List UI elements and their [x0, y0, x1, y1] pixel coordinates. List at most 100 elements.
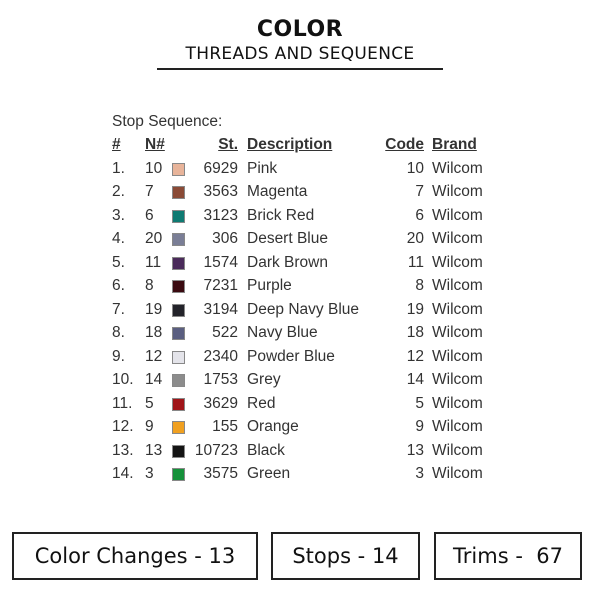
thread-code: 9 — [415, 418, 424, 435]
stitch-count: 1753 — [203, 371, 238, 388]
row-num: 14. — [112, 465, 134, 482]
row-num: 13. — [112, 441, 134, 459]
stitch-count: 2340 — [203, 347, 238, 365]
header-num: # — [112, 136, 121, 153]
color-swatch — [172, 256, 185, 270]
thread-code: 5 — [415, 394, 424, 412]
thread-description: Green — [247, 465, 291, 482]
color-swatch — [172, 327, 185, 340]
thread-brand: Wilcom — [432, 441, 483, 459]
row-num: 6. — [112, 277, 125, 294]
stop-sequence-table: Stop Sequence: # N# St. Description Code… — [112, 113, 492, 489]
table-row: 5. 11 1574 Dark Brown 11 Wilcom — [112, 254, 492, 278]
row-num: 7. — [112, 300, 125, 318]
trims-box: Trims - 67 — [434, 532, 582, 580]
stitch-count: 306 — [212, 230, 238, 247]
thread-code: 20 — [406, 230, 424, 247]
thread-brand: Wilcom — [432, 418, 483, 435]
table-row: 13. 13 10723 Black 13 Wilcom — [112, 442, 492, 466]
stitch-count: 1574 — [203, 253, 238, 271]
header-n: N# — [145, 136, 165, 153]
thread-description: Purple — [247, 277, 292, 294]
color-swatch — [172, 233, 185, 246]
needle-number: 11 — [145, 253, 162, 271]
color-swatch — [172, 280, 185, 293]
thread-brand: Wilcom — [432, 347, 483, 365]
thread-brand: Wilcom — [432, 394, 483, 412]
stitch-count: 3629 — [203, 394, 238, 412]
color-swatch — [172, 468, 185, 481]
stitch-count: 6929 — [203, 159, 238, 177]
row-num: 3. — [112, 206, 125, 224]
needle-number: 19 — [145, 300, 163, 318]
thread-description: Dark Brown — [247, 253, 328, 271]
row-num: 9. — [112, 347, 125, 365]
thread-description: Grey — [247, 371, 281, 388]
thread-brand: Wilcom — [432, 324, 483, 341]
row-num: 12. — [112, 418, 134, 435]
table-row: 6. 8 7231 Purple 8 Wilcom — [112, 277, 492, 301]
row-num: 4. — [112, 230, 125, 247]
header-brand: Brand — [432, 136, 477, 153]
row-num: 2. — [112, 183, 125, 200]
needle-number: 7 — [145, 183, 154, 200]
needle-number: 10 — [145, 159, 163, 177]
thread-code: 11 — [407, 253, 424, 271]
table-row: 1. 10 6929 Pink 10 Wilcom — [112, 160, 492, 184]
needle-number: 6 — [145, 206, 154, 224]
stitch-count: 10723 — [194, 441, 238, 459]
stitch-count: 3123 — [203, 206, 238, 224]
needle-number: 12 — [145, 347, 163, 365]
table-row: 4. 20 306 Desert Blue 20 Wilcom — [112, 230, 492, 254]
table-row: 3. 6 3123 Brick Red 6 Wilcom — [112, 207, 492, 231]
needle-number: 13 — [145, 441, 163, 459]
table-row: 2. 7 3563 Magenta 7 Wilcom — [112, 183, 492, 207]
thread-description: Navy Blue — [247, 324, 318, 341]
row-num: 10. — [112, 371, 134, 388]
row-num: 5. — [112, 253, 125, 271]
table-row: 7. 19 3194 Deep Navy Blue 19 Wilcom — [112, 301, 492, 325]
table-row: 10. 14 1753 Grey 14 Wilcom — [112, 371, 492, 395]
thread-brand: Wilcom — [432, 230, 483, 247]
thread-description: Magenta — [247, 183, 308, 200]
row-num: 1. — [112, 159, 125, 177]
needle-number: 14 — [145, 371, 163, 388]
table-row: 12. 9 155 Orange 9 Wilcom — [112, 418, 492, 442]
thread-brand: Wilcom — [432, 277, 483, 294]
thread-code: 18 — [406, 324, 424, 341]
needle-number: 18 — [145, 324, 163, 341]
thread-brand: Wilcom — [432, 465, 483, 482]
thread-code: 19 — [406, 300, 424, 318]
thread-brand: Wilcom — [432, 300, 483, 318]
thread-code: 3 — [415, 465, 424, 482]
thread-code: 14 — [406, 371, 424, 388]
color-swatch — [172, 186, 185, 199]
page-title: COLOR — [256, 17, 344, 42]
thread-description: Brick Red — [247, 206, 315, 224]
needle-number: 20 — [145, 230, 163, 247]
needle-number: 3 — [145, 465, 154, 482]
color-swatch — [172, 397, 185, 411]
thread-description: Red — [247, 394, 276, 412]
needle-number: 8 — [145, 277, 154, 294]
color-swatch — [172, 209, 185, 223]
table-row: 9. 12 2340 Powder Blue 12 Wilcom — [112, 348, 492, 372]
thread-code: 13 — [406, 441, 424, 459]
color-swatch — [172, 421, 185, 434]
thread-description: Orange — [247, 418, 299, 435]
thread-description: Pink — [247, 159, 278, 177]
color-swatch — [172, 374, 185, 387]
thread-code: 10 — [406, 159, 424, 177]
thread-description: Powder Blue — [247, 347, 335, 365]
thread-brand: Wilcom — [432, 206, 483, 224]
stitch-count: 3563 — [203, 183, 238, 200]
table-row: 11. 5 3629 Red 5 Wilcom — [112, 395, 492, 419]
thread-description: Desert Blue — [247, 230, 328, 247]
thread-brand: Wilcom — [432, 371, 483, 388]
header-st: St. — [218, 136, 238, 153]
row-num: 8. — [112, 324, 125, 341]
thread-brand: Wilcom — [432, 183, 483, 200]
thread-code: 12 — [406, 347, 424, 365]
stitch-count: 7231 — [203, 277, 238, 294]
header-code: Code — [385, 136, 424, 153]
